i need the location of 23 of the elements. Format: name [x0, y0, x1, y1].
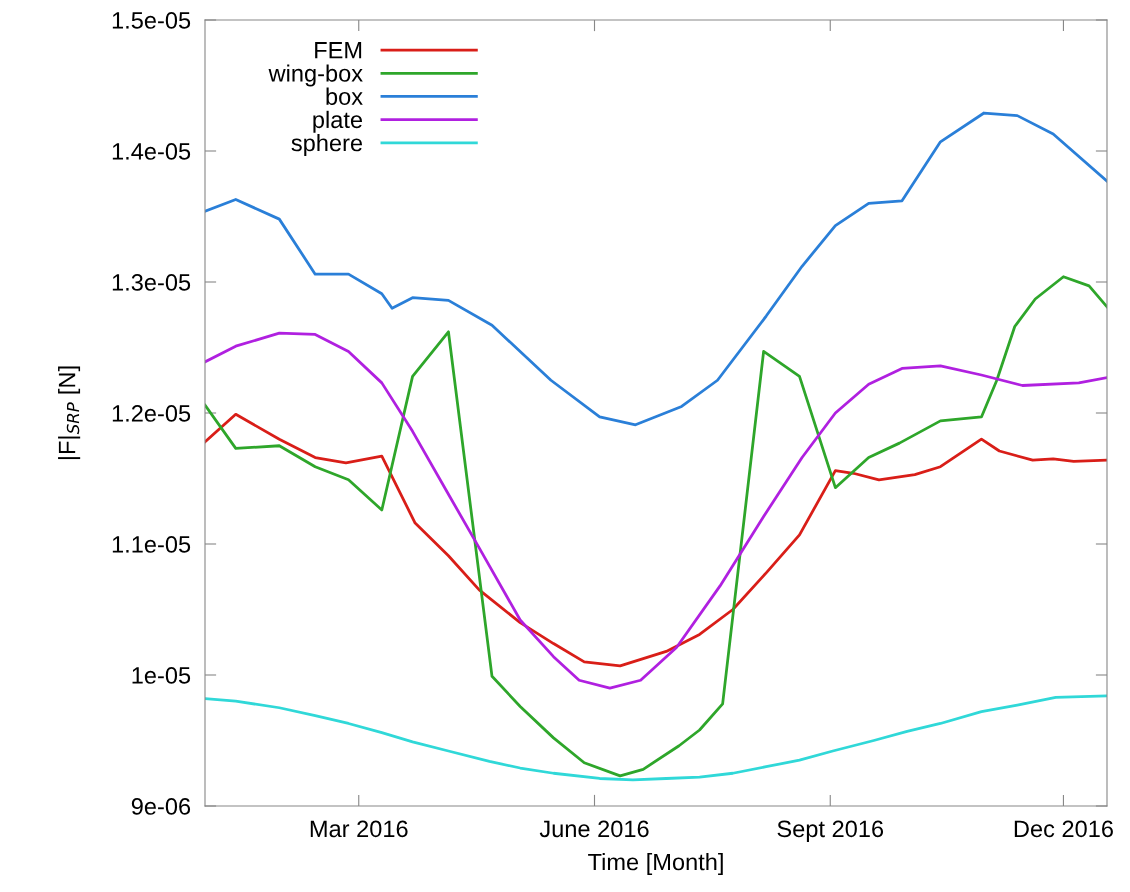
legend-label: plate [313, 110, 362, 133]
y-tick-label: 1.5e-05 [112, 12, 191, 29]
x-tick-label: Mar 2016 [310, 820, 408, 838]
line-series [205, 275, 1107, 778]
y-tick-label: 1e-05 [132, 667, 191, 684]
y-axis-title: |F|$_{SRP}$ [N] [58, 366, 81, 460]
line-series [205, 111, 1107, 427]
x-axis-title: Time [Month] [588, 853, 723, 876]
x-tick-label: Dec 2016 [1014, 820, 1113, 838]
legend-label: sphere [291, 134, 363, 157]
y-tick-label: 1.2e-05 [112, 405, 191, 422]
legend-label: FEM [315, 42, 362, 59]
legend-label: box [326, 87, 363, 105]
line-series [205, 694, 1107, 782]
x-tick-label: Sept 2016 [777, 820, 884, 842]
x-tick-label: June 2016 [539, 820, 649, 838]
line-series [205, 412, 1107, 668]
y-tick-label: 1.3e-05 [112, 274, 191, 291]
legend-label: wing-box [268, 64, 363, 87]
line-series [205, 331, 1107, 690]
y-tick-label: 1.1e-05 [112, 536, 191, 553]
y-tick-label: 1.4e-05 [112, 143, 191, 160]
y-tick-label: 9e-06 [131, 798, 191, 815]
